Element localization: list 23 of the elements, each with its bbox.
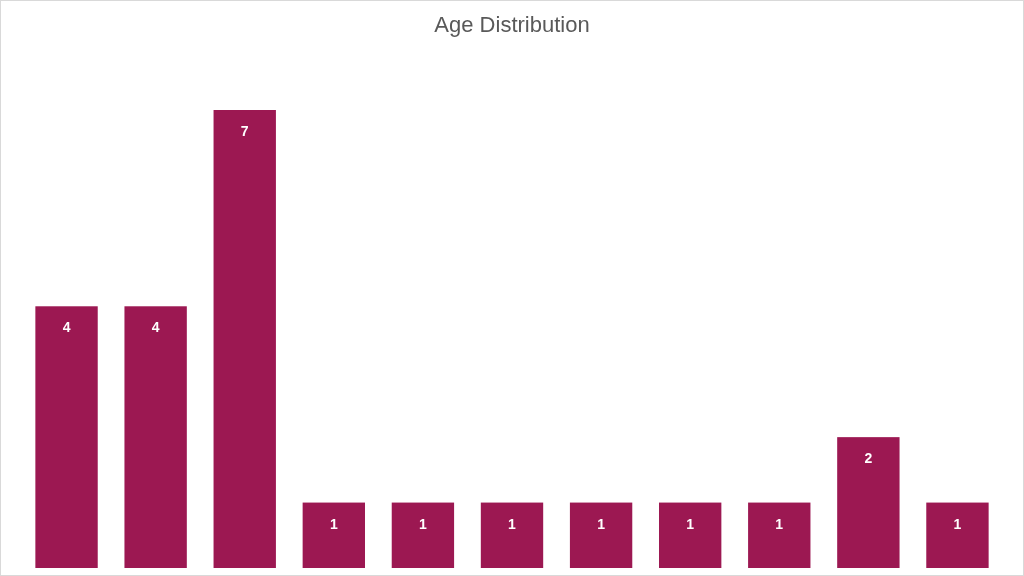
data-label: 1 (419, 515, 428, 532)
bar (480, 502, 544, 568)
bar (926, 502, 989, 568)
bar (569, 502, 633, 568)
bar (748, 502, 811, 568)
bar (213, 110, 276, 568)
data-label: 4 (62, 319, 71, 336)
bar (659, 502, 722, 568)
data-label: 1 (686, 515, 695, 532)
bar (302, 502, 365, 568)
data-label: 7 (240, 123, 249, 139)
bar (837, 437, 900, 568)
data-label: 1 (953, 515, 962, 532)
bar (124, 306, 187, 568)
bar (391, 502, 455, 568)
data-label: 1 (597, 515, 606, 532)
data-label: 1 (329, 515, 338, 532)
chart-title: Age Distribution (434, 12, 590, 37)
data-label: 1 (775, 515, 784, 532)
data-label: 2 (864, 450, 873, 467)
data-label: 4 (151, 319, 160, 336)
bar (35, 306, 98, 568)
data-label: 1 (508, 515, 517, 532)
